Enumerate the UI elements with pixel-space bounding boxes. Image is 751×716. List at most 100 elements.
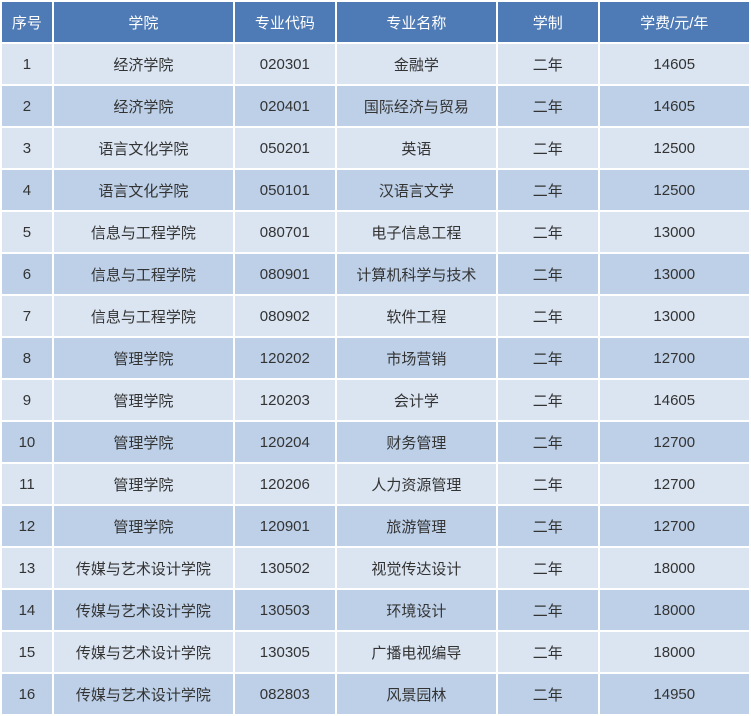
table-cell: 二年 <box>498 86 598 126</box>
table-cell: 18000 <box>600 548 749 588</box>
table-cell: 020401 <box>235 86 335 126</box>
table-cell: 视觉传达设计 <box>337 548 496 588</box>
table-cell: 经济学院 <box>54 86 233 126</box>
table-cell: 120202 <box>235 338 335 378</box>
table-cell: 传媒与艺术设计学院 <box>54 674 233 714</box>
table-cell: 5 <box>2 212 52 252</box>
table-cell: 财务管理 <box>337 422 496 462</box>
table-cell: 风景园林 <box>337 674 496 714</box>
table-cell: 二年 <box>498 254 598 294</box>
table-cell: 软件工程 <box>337 296 496 336</box>
table-cell: 二年 <box>498 212 598 252</box>
table-cell: 二年 <box>498 296 598 336</box>
table-cell: 管理学院 <box>54 464 233 504</box>
table-cell: 汉语言文学 <box>337 170 496 210</box>
table-cell: 020301 <box>235 44 335 84</box>
table-cell: 12500 <box>600 128 749 168</box>
table-row: 8管理学院120202市场营销二年12700 <box>2 338 749 378</box>
table-cell: 二年 <box>498 464 598 504</box>
table-cell: 传媒与艺术设计学院 <box>54 632 233 672</box>
table-cell: 二年 <box>498 380 598 420</box>
header-cell: 专业名称 <box>337 2 496 42</box>
table-cell: 130503 <box>235 590 335 630</box>
table-cell: 二年 <box>498 632 598 672</box>
table-cell: 130502 <box>235 548 335 588</box>
table-cell: 7 <box>2 296 52 336</box>
table-cell: 13000 <box>600 296 749 336</box>
table-cell: 130305 <box>235 632 335 672</box>
table-cell: 二年 <box>498 590 598 630</box>
table-cell: 管理学院 <box>54 380 233 420</box>
table-cell: 13000 <box>600 212 749 252</box>
table-cell: 1 <box>2 44 52 84</box>
table-cell: 2 <box>2 86 52 126</box>
table-row: 5信息与工程学院080701电子信息工程二年13000 <box>2 212 749 252</box>
table-cell: 12700 <box>600 506 749 546</box>
table-cell: 13000 <box>600 254 749 294</box>
table-cell: 传媒与艺术设计学院 <box>54 590 233 630</box>
table-cell: 广播电视编导 <box>337 632 496 672</box>
table-cell: 语言文化学院 <box>54 170 233 210</box>
table-row: 12管理学院120901旅游管理二年12700 <box>2 506 749 546</box>
table-cell: 12 <box>2 506 52 546</box>
table-cell: 9 <box>2 380 52 420</box>
table-cell: 16 <box>2 674 52 714</box>
table-cell: 18000 <box>600 632 749 672</box>
table-cell: 管理学院 <box>54 338 233 378</box>
table-cell: 二年 <box>498 170 598 210</box>
table-cell: 旅游管理 <box>337 506 496 546</box>
table-cell: 14605 <box>600 86 749 126</box>
table-row: 13传媒与艺术设计学院130502视觉传达设计二年18000 <box>2 548 749 588</box>
header-cell: 学费/元/年 <box>600 2 749 42</box>
table-cell: 二年 <box>498 506 598 546</box>
table-cell: 经济学院 <box>54 44 233 84</box>
header-cell: 序号 <box>2 2 52 42</box>
table-cell: 8 <box>2 338 52 378</box>
table-cell: 080701 <box>235 212 335 252</box>
table-cell: 050201 <box>235 128 335 168</box>
table-cell: 120203 <box>235 380 335 420</box>
table-header-row: 序号学院专业代码专业名称学制学费/元/年 <box>2 2 749 42</box>
table-row: 14传媒与艺术设计学院130503环境设计二年18000 <box>2 590 749 630</box>
table-cell: 英语 <box>337 128 496 168</box>
table-row: 7信息与工程学院080902软件工程二年13000 <box>2 296 749 336</box>
table-cell: 会计学 <box>337 380 496 420</box>
table-row: 10管理学院120204财务管理二年12700 <box>2 422 749 462</box>
table-cell: 环境设计 <box>337 590 496 630</box>
table-cell: 4 <box>2 170 52 210</box>
header-cell: 学制 <box>498 2 598 42</box>
table-cell: 12700 <box>600 464 749 504</box>
table-cell: 语言文化学院 <box>54 128 233 168</box>
table-row: 3语言文化学院050201英语二年12500 <box>2 128 749 168</box>
table-row: 16传媒与艺术设计学院082803风景园林二年14950 <box>2 674 749 714</box>
table-cell: 080902 <box>235 296 335 336</box>
table-cell: 15 <box>2 632 52 672</box>
table-cell: 人力资源管理 <box>337 464 496 504</box>
table-cell: 13 <box>2 548 52 588</box>
table-cell: 080901 <box>235 254 335 294</box>
table-cell: 二年 <box>498 674 598 714</box>
table-cell: 11 <box>2 464 52 504</box>
table-cell: 二年 <box>498 548 598 588</box>
table-cell: 国际经济与贸易 <box>337 86 496 126</box>
table-cell: 电子信息工程 <box>337 212 496 252</box>
table-cell: 14605 <box>600 380 749 420</box>
table-cell: 传媒与艺术设计学院 <box>54 548 233 588</box>
table-row: 1经济学院020301金融学二年14605 <box>2 44 749 84</box>
table-cell: 管理学院 <box>54 422 233 462</box>
table-cell: 14950 <box>600 674 749 714</box>
table-cell: 二年 <box>498 44 598 84</box>
table-body: 1经济学院020301金融学二年146052经济学院020401国际经济与贸易二… <box>2 44 749 714</box>
table-cell: 10 <box>2 422 52 462</box>
table-cell: 二年 <box>498 128 598 168</box>
table-cell: 信息与工程学院 <box>54 296 233 336</box>
table-cell: 120206 <box>235 464 335 504</box>
table-cell: 金融学 <box>337 44 496 84</box>
majors-table: 序号学院专业代码专业名称学制学费/元/年 1经济学院020301金融学二年146… <box>0 0 751 716</box>
table-row: 11管理学院120206人力资源管理二年12700 <box>2 464 749 504</box>
header-cell: 学院 <box>54 2 233 42</box>
table-cell: 082803 <box>235 674 335 714</box>
table-row: 15传媒与艺术设计学院130305广播电视编导二年18000 <box>2 632 749 672</box>
table-cell: 12700 <box>600 422 749 462</box>
table-cell: 6 <box>2 254 52 294</box>
